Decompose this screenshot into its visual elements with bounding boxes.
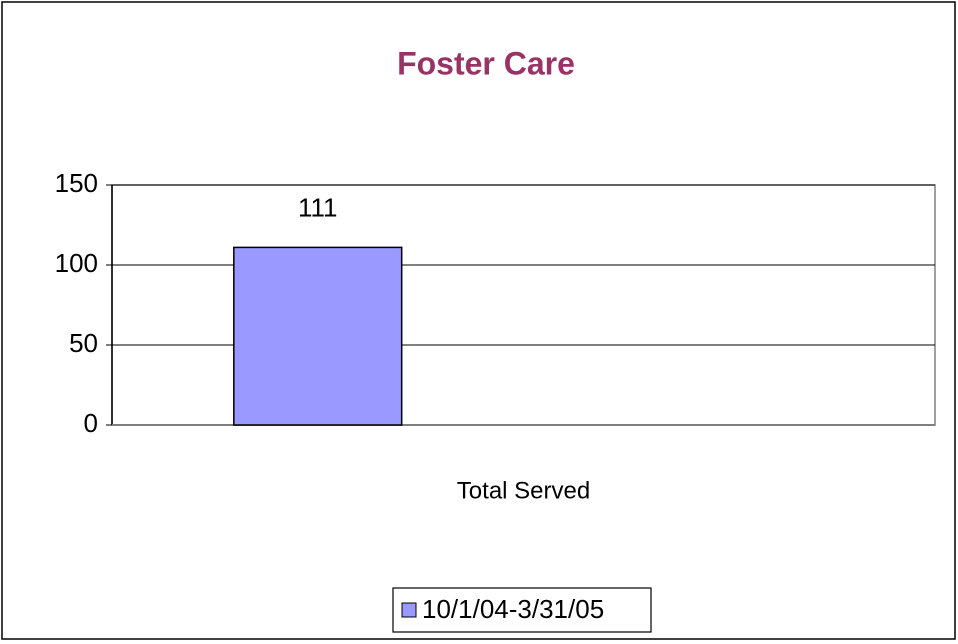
x-tick-label: Total Served	[457, 477, 590, 504]
legend-label: 10/1/04-3/31/05	[422, 594, 604, 624]
chart-title: Foster Care	[397, 45, 575, 81]
data-label: 111	[298, 192, 338, 222]
legend-swatch	[401, 602, 417, 618]
y-tick-label: 100	[55, 248, 98, 278]
y-tick-label: 50	[69, 328, 98, 358]
y-tick-label: 0	[84, 408, 98, 438]
legend-box	[392, 587, 652, 633]
y-tick-label: 150	[55, 168, 98, 198]
bar	[233, 246, 403, 426]
